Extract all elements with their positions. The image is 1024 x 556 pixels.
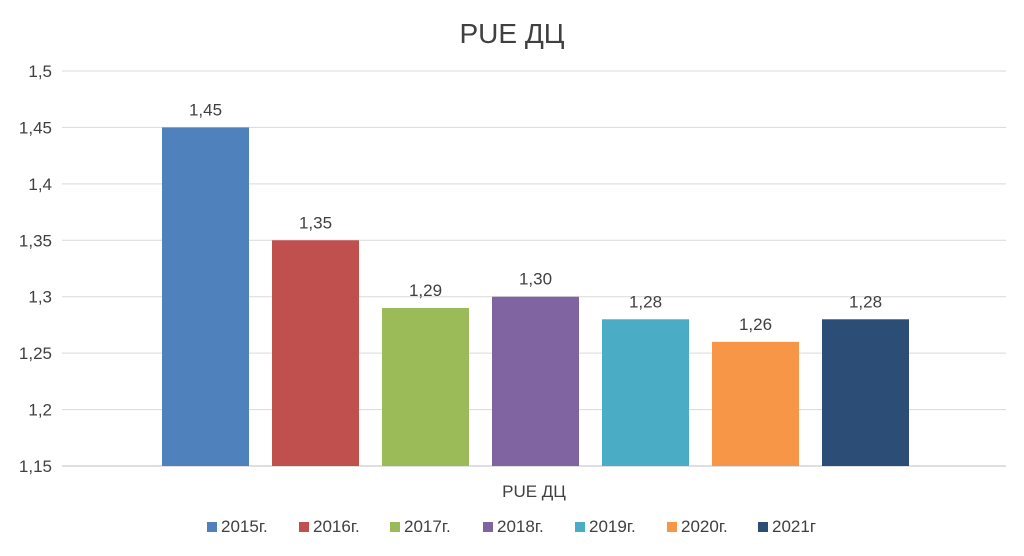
chart-title: PUE ДЦ xyxy=(459,18,564,49)
x-category-label: PUE ДЦ xyxy=(502,482,566,501)
data-label: 1,45 xyxy=(189,100,222,119)
legend-swatch xyxy=(207,522,217,532)
y-tick-label: 1,35 xyxy=(19,231,52,250)
data-label: 1,28 xyxy=(629,292,662,311)
legend-label: 2016г. xyxy=(313,517,360,536)
bar-2015г. xyxy=(162,127,249,466)
legend-swatch xyxy=(575,522,585,532)
legend-label: 2020г. xyxy=(681,517,728,536)
legend-label: 2017г. xyxy=(404,517,451,536)
bar-2021г xyxy=(822,319,909,466)
y-tick-label: 1,3 xyxy=(28,288,52,307)
legend-swatch xyxy=(758,522,768,532)
legend-label: 2019г. xyxy=(589,517,636,536)
data-label: 1,26 xyxy=(739,315,772,334)
y-tick-label: 1,45 xyxy=(19,118,52,137)
bar-2016г. xyxy=(272,240,359,466)
data-label: 1,35 xyxy=(299,213,332,232)
bar-2018г. xyxy=(492,296,579,466)
bar-2020г. xyxy=(712,341,799,466)
y-tick-label: 1,25 xyxy=(19,344,52,363)
bar-2019г. xyxy=(602,319,689,466)
legend-swatch xyxy=(667,522,677,532)
legend-label: 2021г xyxy=(772,517,816,536)
data-label: 1,30 xyxy=(519,270,552,289)
bars xyxy=(162,127,909,466)
x-axis-categories: PUE ДЦ xyxy=(502,482,566,501)
y-axis-ticks: 1,15 1,2 1,25 1,3 1,35 1,4 1,45 1,5 xyxy=(19,62,52,476)
legend-label: 2015г. xyxy=(221,517,268,536)
data-labels: 1,45 1,35 1,29 1,30 1,28 1,26 1,28 xyxy=(189,100,882,333)
legend-label: 2018г. xyxy=(497,517,544,536)
data-label: 1,29 xyxy=(409,281,442,300)
y-tick-label: 1,5 xyxy=(28,62,52,81)
legend: 2015г. 2016г. 2017г. 2018г. 2019г. 2020г. 2021… xyxy=(207,517,816,536)
y-tick-label: 1,15 xyxy=(19,457,52,476)
legend-swatch xyxy=(390,522,400,532)
legend-swatch xyxy=(299,522,309,532)
y-tick-label: 1,4 xyxy=(28,175,52,194)
y-tick-label: 1,2 xyxy=(28,401,52,420)
bar-2017г. xyxy=(382,308,469,466)
legend-swatch xyxy=(483,522,493,532)
data-label: 1,28 xyxy=(849,292,882,311)
